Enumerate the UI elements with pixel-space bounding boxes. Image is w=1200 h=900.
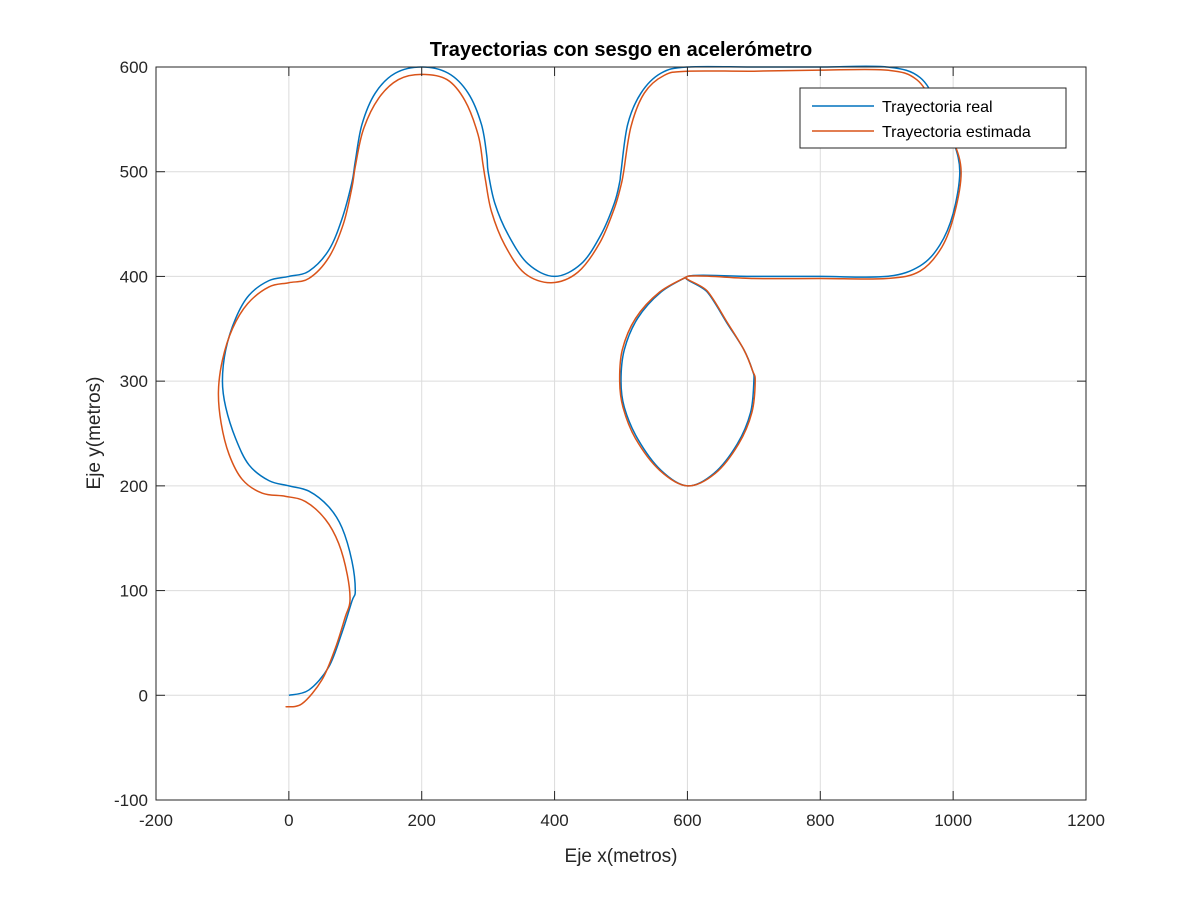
plot-area xyxy=(156,67,1086,800)
y-tick-labels: -100 0 100 200 300 400 500 600 xyxy=(114,58,148,810)
y-tick-label: 500 xyxy=(120,163,148,182)
y-tick-label: 100 xyxy=(120,582,148,601)
y-tick-label: -100 xyxy=(114,791,148,810)
series-line-estimada xyxy=(217,68,962,708)
x-tick-label: 400 xyxy=(540,811,568,830)
axes-box xyxy=(155,66,1087,801)
legend-entry-estimada: Trayectoria estimada xyxy=(882,124,1031,141)
x-tick-label: 0 xyxy=(284,811,293,830)
x-axis-label: Eje x(metros) xyxy=(565,846,678,867)
y-axis-label: Eje y(metros) xyxy=(84,377,105,490)
tick-marks xyxy=(155,66,1087,801)
x-tick-label: 1200 xyxy=(1067,811,1105,830)
y-tick-label: 0 xyxy=(139,686,148,705)
x-tick-label: 800 xyxy=(806,811,834,830)
legend-entry-real: Trayectoria real xyxy=(882,99,993,116)
chart-title: Trayectorias con sesgo en acelerómetro xyxy=(430,39,812,61)
x-tick-label: 1000 xyxy=(934,811,972,830)
x-tick-label: -200 xyxy=(139,811,173,830)
y-tick-label: 400 xyxy=(120,267,148,286)
y-tick-label: 600 xyxy=(120,58,148,77)
y-tick-label: 300 xyxy=(120,372,148,391)
y-tick-label: 200 xyxy=(120,477,148,496)
x-tick-label: 200 xyxy=(408,811,436,830)
series-layer xyxy=(217,65,962,708)
legend: Trayectoria real Trayectoria estimada xyxy=(799,87,1067,149)
x-tick-label: 600 xyxy=(673,811,701,830)
legend-box xyxy=(799,87,1067,149)
x-tick-labels: -200 0 200 400 600 800 1000 1200 xyxy=(139,811,1105,830)
